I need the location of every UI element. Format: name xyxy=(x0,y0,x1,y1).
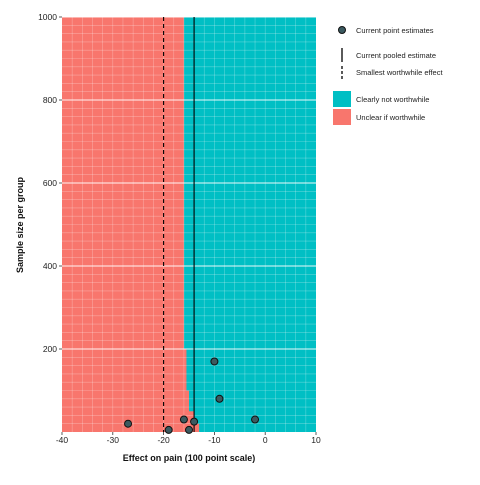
point-estimate xyxy=(164,425,173,434)
region-unclear-if-worthwhile xyxy=(62,17,202,432)
legend-point-key xyxy=(338,26,346,34)
y-tick-label: 200 xyxy=(43,344,57,354)
legend-swe-label: Smallest worthwhile effect xyxy=(356,68,443,77)
legend: Current point estimates Current pooled e… xyxy=(333,26,443,125)
legend-unclear-label: Unclear if worthwhile xyxy=(356,113,425,122)
plot-area xyxy=(62,16,316,434)
legend-unclear-key xyxy=(333,109,351,125)
point-estimate xyxy=(251,415,260,424)
point-estimate xyxy=(215,394,224,403)
legend-pooled-label: Current pooled estimate xyxy=(356,51,436,60)
point-estimate xyxy=(190,417,199,426)
x-tick-label: -10 xyxy=(208,435,221,445)
y-tick-label: 400 xyxy=(43,261,57,271)
axes: -40 -30 -20 -10 0 10 200 400 600 800 1000 xyxy=(38,12,321,445)
x-tick-label: 10 xyxy=(311,435,321,445)
point-estimate xyxy=(124,419,133,428)
point-estimate xyxy=(185,425,193,434)
y-tick-label: 1000 xyxy=(38,12,57,22)
legend-point-label: Current point estimates xyxy=(356,26,434,35)
x-tick-label: -20 xyxy=(157,435,170,445)
point-estimate xyxy=(179,415,188,424)
legend-clearly-not-label: Clearly not worthwhile xyxy=(356,95,429,104)
y-tick-label: 600 xyxy=(43,178,57,188)
point-estimate xyxy=(210,357,219,366)
y-tick-label: 800 xyxy=(43,95,57,105)
x-axis-title: Effect on pain (100 point scale) xyxy=(123,453,256,463)
x-tick-label: -30 xyxy=(107,435,120,445)
y-axis-title: Sample size per group xyxy=(15,176,25,273)
x-tick-label: -40 xyxy=(56,435,69,445)
x-tick-label: 0 xyxy=(263,435,268,445)
legend-clearly-not-key xyxy=(333,91,351,107)
